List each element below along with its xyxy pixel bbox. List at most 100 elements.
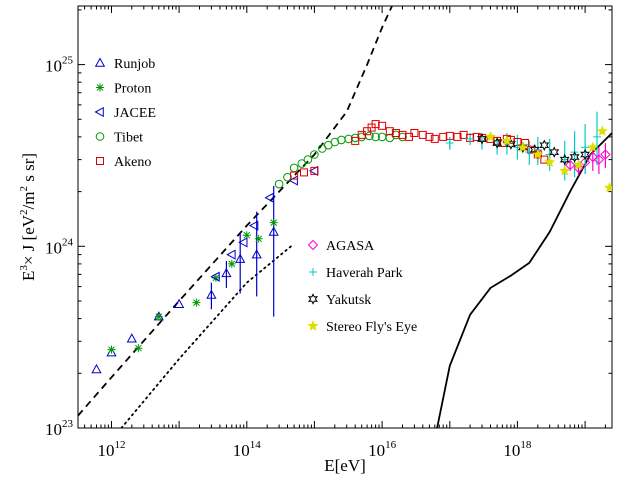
stereo-fly-s-eye-point: [587, 141, 599, 153]
x-axis-label: E[eV]: [324, 456, 366, 475]
stereo-fly-s-eye-point: [484, 131, 497, 142]
proton-point: [269, 218, 278, 227]
tibet-point: [310, 150, 319, 159]
haverah-park-point: [445, 139, 454, 147]
yakutsk-point: [559, 153, 570, 166]
stereo-fly-s-eye-point: [544, 156, 556, 167]
jacee-point: [264, 192, 274, 203]
legend-marker-proton: [96, 83, 104, 92]
akeno-point: [300, 168, 308, 177]
dotted-curve: [120, 245, 292, 428]
yakutsk-point: [549, 146, 560, 158]
legend-label-runjob: Runjob: [114, 57, 155, 72]
legend-item-akeno: Akeno: [96, 155, 151, 170]
proton-point: [242, 231, 251, 240]
proton-point: [154, 312, 163, 321]
data-points: [91, 120, 612, 374]
jacee-point: [288, 175, 298, 186]
stereo-fly-s-eye-point: [596, 125, 608, 136]
y-axis-label-ev-exp: 2: [18, 209, 30, 215]
yakutsk-point: [476, 133, 488, 145]
stereo-fly-s-eye-point: [517, 141, 529, 153]
agasa-point: [564, 159, 576, 171]
x-tick-label: 1012: [97, 439, 125, 460]
tibet-point: [371, 132, 380, 142]
runjob-point: [235, 253, 246, 263]
jacee-point: [248, 220, 259, 231]
haverah-park-point: [466, 134, 475, 143]
legends: Runjob Proton JACEE Tibet Akeno AGASA Haverah …: [94, 57, 417, 335]
jacee-point: [226, 249, 236, 260]
tibet-point: [344, 134, 353, 144]
legend-item-runjob: Runjob: [94, 57, 155, 72]
runjob-point: [173, 298, 185, 308]
akeno-point: [540, 155, 549, 164]
minor-ticks: [78, 6, 612, 429]
dashed-curve: [78, 6, 393, 417]
solid-curve: [436, 132, 612, 428]
legend-item-stereo-fly-s-eye: Stereo Fly's Eye: [307, 320, 417, 335]
agasa-point: [573, 162, 584, 174]
tibet-point: [283, 172, 292, 182]
jacee-point: [210, 271, 220, 282]
stereo-fly-s-eye-point: [559, 165, 571, 176]
x-tick-labels: 1012 1014 1016 1018: [97, 439, 531, 460]
x-tick-label: 1018: [503, 439, 532, 460]
legend-marker-runjob: [94, 57, 106, 67]
akeno-point: [310, 166, 319, 175]
proton-point: [227, 259, 236, 268]
agasa-point: [600, 149, 611, 160]
legend-item-tibet: Tibet: [95, 131, 143, 146]
runjob-point: [221, 267, 232, 278]
runjob-point: [126, 333, 137, 343]
runjob-point: [268, 226, 279, 236]
runjob-point: [91, 363, 102, 374]
yakutsk-point: [539, 139, 550, 151]
proton-point: [134, 344, 143, 353]
runjob-point: [206, 289, 217, 299]
legend-label-yakutsk: Yakutsk: [326, 293, 371, 308]
legend-label-agasa: AGASA: [326, 239, 375, 254]
akeno-point: [385, 127, 394, 136]
akeno-point: [290, 171, 299, 180]
legend-label-jacee: JACEE: [114, 106, 156, 121]
agasa-point: [587, 151, 599, 163]
legend-label-stereo-fly-s-eye: Stereo Fly's Eye: [326, 320, 417, 335]
proton-point: [211, 273, 220, 282]
proton-point: [192, 298, 201, 307]
legend-1: Runjob Proton JACEE Tibet Akeno: [94, 57, 156, 170]
legend-marker-stereo-fly-s-eye: [307, 320, 319, 331]
proton-point: [254, 234, 263, 243]
y-tick-labels: 1023 1024 1025: [45, 55, 74, 439]
svg-text:E3× J [eV2/m2 s sr]: E3× J [eV2/m2 s sr]: [18, 153, 38, 281]
stereo-fly-s-eye-point: [501, 135, 513, 146]
akeno-point: [453, 132, 462, 141]
y-axis-label-m: /m: [19, 192, 38, 210]
akeno-point: [378, 121, 387, 130]
legend-label-haverah-park: Haverah Park: [326, 266, 403, 281]
tibet-point: [274, 179, 284, 189]
yakutsk-point: [569, 151, 580, 163]
legend-label-akeno: Akeno: [114, 155, 151, 170]
haverah-park-point: [593, 132, 601, 141]
y-tick-label: 1024: [45, 236, 74, 257]
legend-item-haverah-park: Haverah Park: [309, 266, 403, 281]
legend-label-proton: Proton: [114, 82, 151, 97]
x-tick-label: 1014: [233, 439, 262, 460]
plot-frame: [77, 5, 613, 429]
akeno-point: [410, 129, 419, 137]
legend-marker-agasa: [307, 239, 319, 251]
legend-label-tibet: Tibet: [114, 131, 143, 146]
akeno-point: [351, 136, 360, 145]
legend-item-yakutsk: Yakutsk: [307, 293, 371, 308]
stereo-fly-s-eye-point: [604, 181, 612, 193]
yakutsk-point: [517, 141, 528, 154]
legend-2: AGASA Haverah Park Yakutsk Stereo Fly's Eye: [307, 239, 417, 335]
legend-marker-yakutsk: [307, 293, 319, 305]
y-tick-label: 1023: [45, 418, 74, 439]
y-axis-label-m-exp: 2: [18, 186, 30, 192]
y-axis-label-e-exp: 3: [18, 265, 30, 271]
model-curves: [78, 6, 612, 428]
legend-item-jacee: JACEE: [94, 106, 156, 121]
